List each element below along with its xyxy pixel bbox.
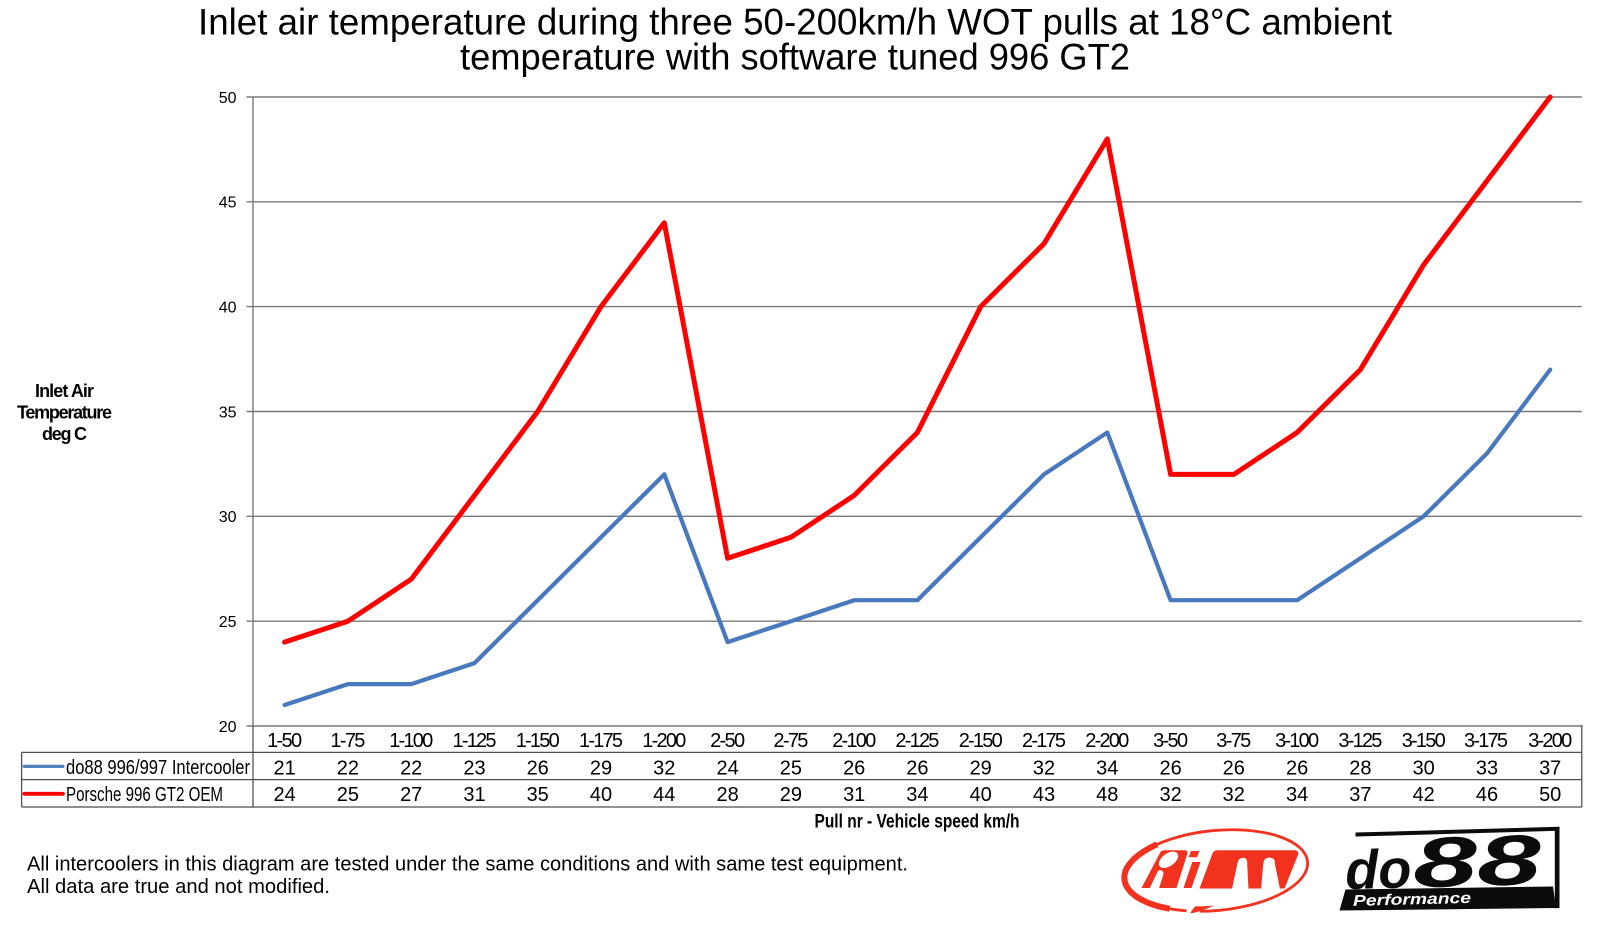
svg-text:26: 26 <box>1223 758 1245 780</box>
svg-text:40: 40 <box>970 784 992 806</box>
svg-text:22: 22 <box>400 758 422 780</box>
svg-text:31: 31 <box>843 784 865 806</box>
svg-text:37: 37 <box>1539 758 1561 780</box>
svg-text:2-150: 2-150 <box>959 730 1003 752</box>
svg-text:28: 28 <box>1349 758 1371 780</box>
svg-text:26: 26 <box>843 758 865 780</box>
svg-text:All intercoolers in this diagr: All intercoolers in this diagram are tes… <box>27 854 908 876</box>
svg-text:25: 25 <box>219 614 237 631</box>
svg-text:30: 30 <box>219 509 237 526</box>
svg-text:26: 26 <box>1159 758 1181 780</box>
svg-text:3-50: 3-50 <box>1153 730 1188 752</box>
svg-text:2-100: 2-100 <box>832 730 876 752</box>
svg-text:34: 34 <box>906 784 928 806</box>
svg-text:40: 40 <box>219 299 237 316</box>
svg-text:temperature with software tune: temperature with software tuned 996 GT2 <box>460 37 1130 78</box>
svg-text:1-100: 1-100 <box>389 730 433 752</box>
svg-text:30: 30 <box>1413 758 1435 780</box>
svg-text:3-200: 3-200 <box>1528 730 1572 752</box>
svg-text:31: 31 <box>463 784 485 806</box>
svg-text:23: 23 <box>463 758 485 780</box>
svg-text:24: 24 <box>273 784 295 806</box>
svg-text:40: 40 <box>590 784 612 806</box>
svg-text:37: 37 <box>1349 784 1371 806</box>
svg-text:32: 32 <box>1033 758 1055 780</box>
svg-text:Porsche 996 GT2 OEM: Porsche 996 GT2 OEM <box>66 784 223 806</box>
svg-text:2-200: 2-200 <box>1085 730 1129 752</box>
svg-text:48: 48 <box>1096 784 1118 806</box>
svg-text:42: 42 <box>1413 784 1435 806</box>
svg-text:3-100: 3-100 <box>1275 730 1319 752</box>
svg-text:22: 22 <box>337 758 359 780</box>
svg-text:29: 29 <box>970 758 992 780</box>
svg-text:32: 32 <box>1159 784 1181 806</box>
svg-text:1-50: 1-50 <box>267 730 302 752</box>
svg-text:Inlet air temperature during t: Inlet air temperature during three 50-20… <box>198 2 1393 43</box>
svg-text:Temperature: Temperature <box>17 403 112 423</box>
svg-text:45: 45 <box>219 195 237 212</box>
svg-text:3-175: 3-175 <box>1464 730 1508 752</box>
svg-text:2-175: 2-175 <box>1022 730 1066 752</box>
svg-text:1-75: 1-75 <box>330 730 365 752</box>
svg-text:do88 996/997 Intercooler: do88 996/997 Intercooler <box>66 757 250 779</box>
svg-text:3-125: 3-125 <box>1338 730 1382 752</box>
svg-text:20: 20 <box>219 719 237 736</box>
svg-text:2-125: 2-125 <box>895 730 939 752</box>
svg-text:50: 50 <box>1539 784 1561 806</box>
svg-text:44: 44 <box>653 784 675 806</box>
svg-text:50: 50 <box>219 90 237 107</box>
svg-text:All data are true and not modi: All data are true and not modified. <box>27 876 330 898</box>
svg-text:29: 29 <box>590 758 612 780</box>
svg-text:35: 35 <box>527 784 549 806</box>
svg-text:deg C: deg C <box>42 424 87 444</box>
svg-text:1-125: 1-125 <box>453 730 497 752</box>
svg-text:24: 24 <box>716 758 738 780</box>
svg-text:25: 25 <box>780 758 802 780</box>
svg-text:2-50: 2-50 <box>710 730 745 752</box>
svg-text:do: do <box>1344 837 1412 901</box>
svg-text:26: 26 <box>906 758 928 780</box>
svg-text:32: 32 <box>653 758 675 780</box>
svg-text:1-150: 1-150 <box>516 730 560 752</box>
svg-text:2-75: 2-75 <box>773 730 808 752</box>
svg-text:43: 43 <box>1033 784 1055 806</box>
svg-text:46: 46 <box>1476 784 1498 806</box>
svg-text:Performance: Performance <box>1353 890 1472 910</box>
svg-text:29: 29 <box>780 784 802 806</box>
svg-text:26: 26 <box>1286 758 1308 780</box>
svg-text:Inlet Air: Inlet Air <box>35 381 94 401</box>
svg-text:35: 35 <box>219 404 237 421</box>
svg-text:26: 26 <box>527 758 549 780</box>
svg-text:3-150: 3-150 <box>1402 730 1446 752</box>
svg-text:33: 33 <box>1476 758 1498 780</box>
svg-text:34: 34 <box>1096 758 1118 780</box>
svg-text:21: 21 <box>273 758 295 780</box>
svg-text:1-175: 1-175 <box>579 730 623 752</box>
svg-text:25: 25 <box>337 784 359 806</box>
svg-text:Pull nr - Vehicle speed km/h: Pull nr - Vehicle speed km/h <box>815 812 1020 833</box>
svg-text:1-200: 1-200 <box>642 730 686 752</box>
svg-text:28: 28 <box>716 784 738 806</box>
svg-text:32: 32 <box>1223 784 1245 806</box>
svg-text:27: 27 <box>400 784 422 806</box>
svg-text:34: 34 <box>1286 784 1308 806</box>
svg-text:3-75: 3-75 <box>1216 730 1251 752</box>
svg-text:88: 88 <box>1412 821 1543 903</box>
